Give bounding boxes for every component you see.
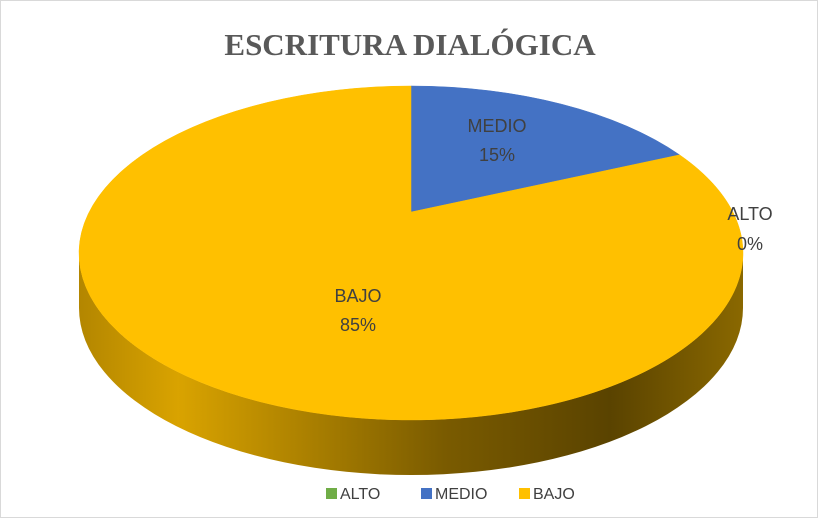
pie-slice — [78, 85, 744, 421]
legend-swatch — [519, 488, 530, 499]
data-labels: ALTO 0% MEDIO 15% BAJO 85% — [334, 116, 772, 335]
data-label: MEDIO — [467, 116, 526, 136]
legend-label: ALTO — [340, 486, 380, 503]
legend-label: MEDIO — [435, 486, 487, 503]
legend-swatch — [326, 488, 337, 499]
data-label: 85% — [340, 315, 376, 335]
legend-label: BAJO — [533, 486, 575, 503]
pie — [78, 85, 744, 475]
pie-side — [79, 253, 743, 475]
chart-title: ESCRITURA DIALÓGICA — [224, 27, 596, 62]
data-label: ALTO — [727, 204, 772, 224]
pie-slice — [410, 85, 681, 213]
legend-swatch — [421, 488, 432, 499]
data-label: 15% — [479, 145, 515, 165]
data-label: BAJO — [334, 286, 381, 306]
legend: ALTO MEDIO BAJO — [326, 486, 575, 503]
data-label: 0% — [737, 234, 763, 254]
